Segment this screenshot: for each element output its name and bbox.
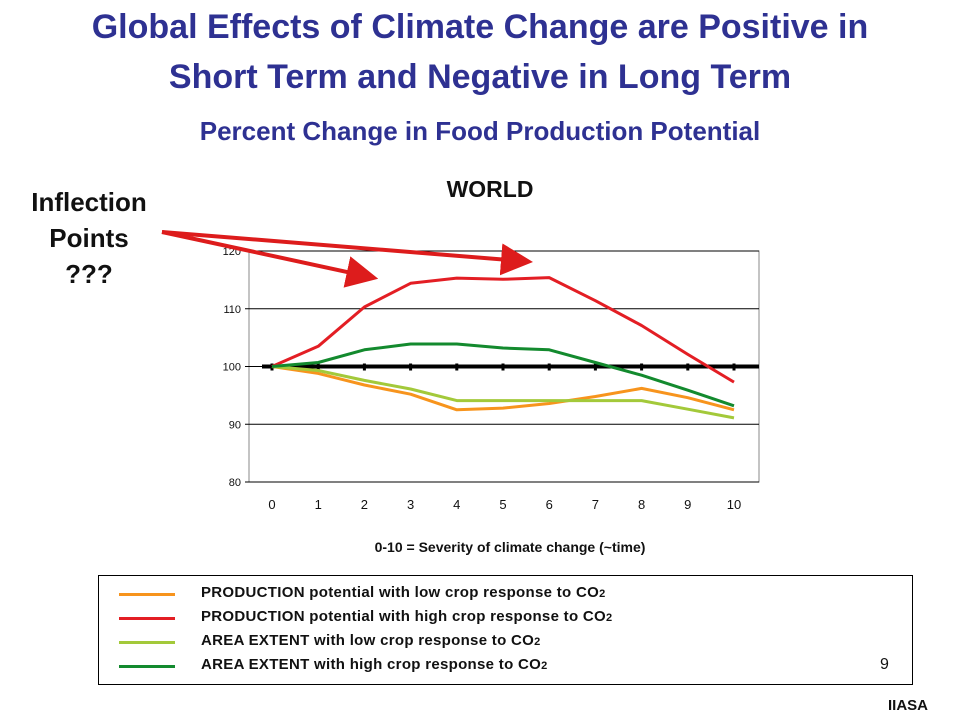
slide-title-line-2: Short Term and Negative in Long Term	[168, 58, 792, 96]
legend-label-subscript: 2	[599, 588, 606, 600]
legend-swatch	[119, 617, 175, 620]
series-lines	[271, 276, 735, 420]
annotation-arrow	[161, 230, 533, 276]
legend: PRODUCTION potential with low crop respo…	[98, 575, 913, 685]
legend-swatch	[119, 665, 175, 668]
legend-label-subscript: 2	[541, 660, 548, 672]
annotation-line: ???	[65, 259, 113, 289]
x-tick-label: 10	[727, 497, 741, 512]
series-line	[271, 276, 735, 384]
x-axis-label: 0-10 = Severity of climate change (~time…	[374, 539, 646, 555]
x-tick-label: 9	[684, 497, 691, 512]
x-tick-label: 6	[546, 497, 553, 512]
legend-label-subscript: 2	[534, 636, 541, 648]
legend-label-text: AREA EXTENT with low crop response to CO	[201, 632, 535, 649]
annotation-line: Inflection	[31, 187, 147, 217]
annotation-arrow	[161, 230, 379, 288]
legend-label-subscript: 2	[606, 612, 613, 624]
x-tick-label: 3	[407, 497, 414, 512]
y-tick-label: 90	[229, 419, 241, 431]
x-tick-label: 7	[592, 497, 599, 512]
annotation-line: Points	[49, 223, 129, 253]
legend-label-text: PRODUCTION potential with high crop resp…	[201, 608, 607, 625]
series-line	[271, 342, 735, 408]
legend-label: AREA EXTENT with low crop response to CO…	[201, 632, 541, 649]
chart-title: WORLD	[446, 176, 534, 202]
x-tick-label: 1	[315, 497, 322, 512]
legend-item: AREA EXTENT with low crop response to CO…	[99, 632, 912, 654]
legend-item: PRODUCTION potential with high crop resp…	[99, 608, 912, 630]
legend-item: AREA EXTENT with high crop response to C…	[99, 656, 912, 678]
series-line	[271, 365, 735, 412]
x-tick-label: 2	[361, 497, 368, 512]
inflection-points-annotation: Inflection Points ???	[14, 184, 164, 292]
x-tick-label: 0	[268, 497, 275, 512]
y-tick-label: 80	[229, 477, 241, 489]
line-chart: 80 90 100 110 1 2 0 0 1 2 3 4 5 6 7 8 9 10	[161, 230, 760, 512]
baseline-reference	[262, 363, 759, 371]
series-line	[271, 365, 735, 420]
x-tick-label: 8	[638, 497, 645, 512]
x-tick-label: 5	[499, 497, 506, 512]
legend-swatch	[119, 593, 175, 596]
footer-label: IIASA	[888, 697, 929, 714]
x-tick-label: 4	[453, 497, 460, 512]
legend-label: AREA EXTENT with high crop response to C…	[201, 656, 548, 673]
y-tick-label: 100	[223, 362, 241, 374]
y-tick-label: 110	[223, 304, 241, 316]
legend-item: PRODUCTION potential with low crop respo…	[99, 584, 912, 606]
page-number: 9	[880, 656, 889, 673]
legend-label: PRODUCTION potential with high crop resp…	[201, 608, 612, 625]
legend-label: PRODUCTION potential with low crop respo…	[201, 584, 605, 601]
annotation-arrows	[161, 230, 533, 288]
x-axis-ticks: 0 1 2 3 4 5 6 7 8 9 10	[268, 497, 741, 512]
legend-swatch	[119, 641, 175, 644]
legend-label-text: PRODUCTION potential with low crop respo…	[201, 584, 600, 601]
slide-title-line-1: Global Effects of Climate Change are Pos…	[91, 8, 869, 46]
slide-subtitle: Percent Change in Food Production Potent…	[199, 116, 761, 146]
legend-label-text: AREA EXTENT with high crop response to C…	[201, 656, 542, 673]
